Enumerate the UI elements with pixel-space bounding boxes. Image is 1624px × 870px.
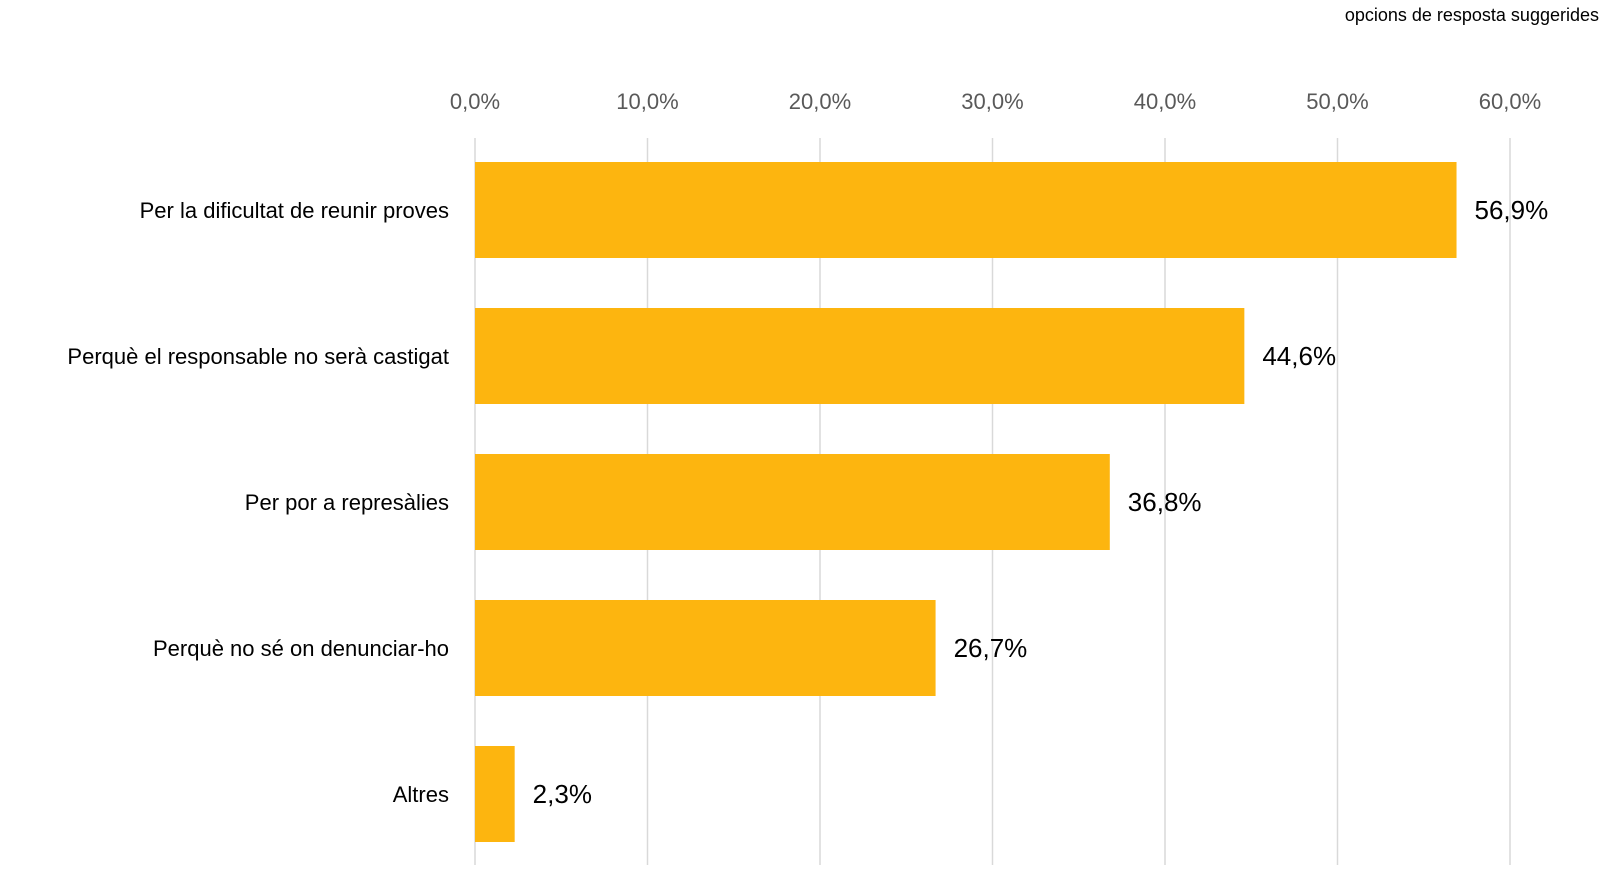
value-label: 36,8% bbox=[1128, 487, 1202, 517]
x-tick-label: 20,0% bbox=[789, 89, 851, 114]
bars bbox=[475, 162, 1457, 842]
bar bbox=[475, 162, 1457, 258]
x-axis-tick-labels: 0,0% 10,0% 20,0% 30,0% 40,0% 50,0% 60,0% bbox=[450, 89, 1541, 114]
x-tick-label: 0,0% bbox=[450, 89, 500, 114]
x-tick-label: 40,0% bbox=[1134, 89, 1196, 114]
category-label: Perquè no sé on denunciar-ho bbox=[153, 636, 449, 661]
category-label: Per la dificultat de reunir proves bbox=[140, 198, 449, 223]
category-label: Per por a represàlies bbox=[245, 490, 449, 515]
bar bbox=[475, 308, 1245, 404]
category-label: Perquè el responsable no serà castigat bbox=[67, 344, 449, 369]
value-label: 44,6% bbox=[1262, 341, 1336, 371]
x-tick-label: 60,0% bbox=[1479, 89, 1541, 114]
chart-note: opcions de resposta suggerides bbox=[1344, 5, 1599, 25]
category-labels: Per la dificultat de reunir proves Perquè… bbox=[67, 198, 449, 807]
x-tick-label: 10,0% bbox=[616, 89, 678, 114]
value-label: 26,7% bbox=[954, 633, 1028, 663]
x-tick-label: 30,0% bbox=[961, 89, 1023, 114]
category-label: Altres bbox=[393, 782, 449, 807]
value-label: 56,9% bbox=[1475, 195, 1549, 225]
value-label: 2,3% bbox=[533, 779, 592, 809]
bar bbox=[475, 600, 936, 696]
value-labels: 56,9% 44,6% 36,8% 26,7% 2,3% bbox=[533, 195, 1549, 809]
bar bbox=[475, 746, 515, 842]
x-tick-label: 50,0% bbox=[1306, 89, 1368, 114]
bar bbox=[475, 454, 1110, 550]
